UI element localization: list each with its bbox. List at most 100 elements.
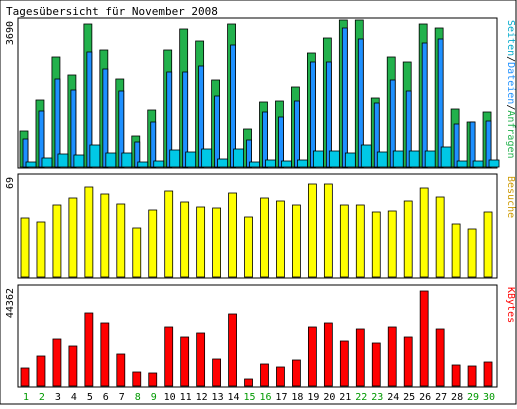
panel-kbytes: 44362 KBytes bbox=[5, 284, 516, 388]
bar-besuche-day-10 bbox=[164, 190, 174, 278]
bar-dateien-day-26 bbox=[421, 42, 428, 168]
x-tick-label-day-28: 28 bbox=[451, 392, 463, 403]
x-tick-label-day-20: 20 bbox=[323, 392, 335, 403]
legend-item-kbytes-0: KBytes bbox=[505, 287, 516, 323]
x-tick-label-day-18: 18 bbox=[291, 392, 303, 403]
bar-seiten-day-19 bbox=[312, 150, 324, 168]
x-tick-label-day-1: 1 bbox=[23, 392, 29, 403]
bar-kbytes-day-23 bbox=[371, 342, 381, 387]
bar-besuche-day-25 bbox=[403, 200, 413, 278]
bar-kbytes-day-21 bbox=[339, 340, 349, 387]
bar-seiten-day-27 bbox=[440, 146, 452, 168]
bar-besuche-day-26 bbox=[419, 187, 429, 278]
x-tick-label-day-26: 26 bbox=[419, 392, 431, 403]
ymax-label-hits: 3690 bbox=[5, 21, 16, 45]
bar-seiten-day-10 bbox=[169, 149, 181, 168]
bar-besuche-day-24 bbox=[387, 210, 397, 278]
bar-kbytes-day-22 bbox=[355, 328, 365, 387]
bar-seiten-day-1 bbox=[25, 161, 37, 168]
bar-dateien-day-9 bbox=[150, 121, 157, 168]
bar-besuche-day-6 bbox=[100, 193, 110, 278]
x-tick-label-day-6: 6 bbox=[103, 392, 109, 403]
bar-dateien-day-17 bbox=[278, 116, 284, 168]
bar-kbytes-day-29 bbox=[467, 365, 477, 387]
bar-kbytes-day-13 bbox=[212, 358, 222, 387]
x-tick-label-day-22: 22 bbox=[355, 392, 367, 403]
bar-kbytes-day-7 bbox=[116, 353, 126, 387]
bar-seiten-day-24 bbox=[392, 150, 404, 168]
bar-kbytes-day-12 bbox=[196, 332, 206, 387]
bar-dateien-day-23 bbox=[373, 102, 380, 168]
legend-visits: Besuche bbox=[505, 176, 516, 218]
bar-kbytes-day-27 bbox=[435, 328, 445, 387]
x-tick-label-day-24: 24 bbox=[387, 392, 399, 403]
bar-kbytes-day-1 bbox=[20, 367, 30, 387]
bar-kbytes-day-3 bbox=[52, 338, 62, 387]
bar-kbytes-day-20 bbox=[323, 322, 333, 387]
panel-frame-hits bbox=[17, 17, 498, 169]
bar-dateien-day-29 bbox=[469, 121, 476, 168]
bar-seiten-day-28 bbox=[456, 160, 468, 168]
x-tick-label-day-21: 21 bbox=[339, 392, 351, 403]
bar-besuche-day-3 bbox=[52, 204, 62, 278]
bar-seiten-day-11 bbox=[185, 151, 197, 168]
legend-item-visits-0: Besuche bbox=[505, 176, 516, 218]
bar-kbytes-day-8 bbox=[132, 371, 142, 387]
bar-besuche-day-1 bbox=[20, 217, 30, 278]
panel-visits: 69 Besuche bbox=[5, 173, 516, 279]
x-tick-label-day-8: 8 bbox=[135, 392, 141, 403]
bar-besuche-day-11 bbox=[180, 201, 190, 278]
bar-kbytes-day-4 bbox=[68, 345, 78, 387]
x-tick-label-day-29: 29 bbox=[467, 392, 479, 403]
bar-dateien-day-14 bbox=[230, 44, 236, 168]
bar-dateien-day-30 bbox=[485, 120, 492, 168]
bar-dateien-day-12 bbox=[198, 65, 205, 168]
bar-dateien-day-8 bbox=[134, 141, 141, 168]
x-tick-label-day-27: 27 bbox=[435, 392, 447, 403]
bar-kbytes-day-15 bbox=[244, 378, 253, 387]
x-tick-label-day-15: 15 bbox=[243, 392, 255, 403]
bar-besuche-day-13 bbox=[212, 207, 222, 278]
x-tick-label-day-30: 30 bbox=[483, 392, 495, 403]
x-tick-label-day-9: 9 bbox=[151, 392, 157, 403]
bar-dateien-day-13 bbox=[214, 95, 221, 168]
bar-besuche-day-17 bbox=[276, 200, 285, 278]
x-tick-label-day-3: 3 bbox=[55, 392, 61, 403]
bar-dateien-day-22 bbox=[357, 38, 364, 168]
legend-kbytes: KBytes bbox=[505, 287, 516, 323]
bar-seiten-day-26 bbox=[424, 150, 436, 168]
bar-seiten-day-13 bbox=[217, 158, 229, 168]
x-tick-label-day-14: 14 bbox=[228, 392, 240, 403]
bar-besuche-day-9 bbox=[148, 209, 158, 278]
bar-dateien-day-19 bbox=[309, 61, 316, 168]
legend-item-hits-4: Anfragen bbox=[505, 110, 516, 158]
bar-dateien-day-20 bbox=[325, 61, 332, 168]
ymax-label-kbytes: 44362 bbox=[5, 288, 16, 318]
series-kbytes bbox=[20, 290, 493, 387]
bar-kbytes-day-11 bbox=[180, 336, 190, 387]
series-seiten bbox=[25, 144, 500, 168]
series-dateien bbox=[22, 27, 492, 168]
panel-frame-visits bbox=[17, 173, 498, 279]
x-tick-label-day-23: 23 bbox=[371, 392, 383, 403]
bar-seiten-day-29 bbox=[472, 160, 484, 168]
panel-hits: 3690 Seiten/Dateien/Anfragen bbox=[5, 17, 516, 169]
bar-dateien-day-11 bbox=[182, 71, 189, 168]
x-tick-label-day-16: 16 bbox=[259, 392, 271, 403]
bar-seiten-day-14 bbox=[233, 148, 244, 168]
bar-kbytes-day-9 bbox=[148, 372, 158, 387]
bar-besuche-day-22 bbox=[355, 204, 365, 278]
bar-dateien-day-25 bbox=[405, 90, 412, 168]
bar-besuche-day-19 bbox=[307, 183, 317, 278]
bar-kbytes-day-25 bbox=[403, 336, 413, 387]
bar-dateien-day-27 bbox=[437, 38, 444, 168]
bar-seiten-day-23 bbox=[376, 151, 388, 168]
x-axis-day-labels: 1 2 3 4 5 6 7 8 9 10 11 12 13 14 15 16 17 18 19 20 21 22 23 24 2… bbox=[23, 392, 495, 403]
bar-seiten-day-9 bbox=[153, 160, 165, 168]
bar-dateien-day-24 bbox=[389, 79, 396, 168]
bar-kbytes-day-17 bbox=[276, 366, 285, 387]
bar-besuche-day-18 bbox=[292, 204, 301, 278]
x-tick-label-day-10: 10 bbox=[164, 392, 176, 403]
bar-besuche-day-20 bbox=[323, 183, 333, 278]
